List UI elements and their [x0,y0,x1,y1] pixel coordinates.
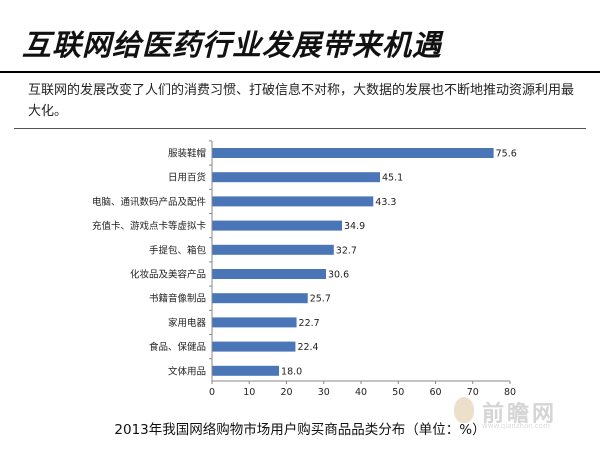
x-tick-label: 10 [243,387,255,398]
data-label: 25.7 [310,294,331,305]
data-label: 30.6 [328,270,349,281]
category-label: 食品、保健品 [149,341,206,353]
category-label: 家用电器 [168,317,207,329]
bar [212,220,343,231]
page-title: 互联网给医药行业发展带来机遇 [22,28,443,62]
data-label: 32.7 [336,245,357,256]
category-label: 书籍音像制品 [149,293,206,305]
x-tick-label: 0 [209,387,215,398]
x-tick-label: 70 [467,387,479,398]
category-label: 化妆品及美容产品 [130,269,206,281]
title-divider [0,71,600,73]
bar [212,148,494,158]
x-tick-label: 60 [429,387,441,398]
data-label: 45.1 [382,173,403,184]
x-tick-label: 20 [280,387,292,398]
intro-text: 互联网的发展改变了人们的消费习惯、打破信息不对称，大数据的发展也不断地推动资源利… [28,83,575,119]
watermark: 前瞻网 www.qianzhan.com [452,392,582,432]
category-label: 充值卡、游戏点卡等虚拟卡 [92,220,207,232]
x-tick-label: 50 [392,387,404,398]
bar [212,196,374,207]
intro-divider [14,128,586,129]
category-label: 服装鞋帽 [168,148,206,160]
bar [212,365,280,376]
data-label: 34.9 [344,221,365,232]
watermark-url: www.qianzhan.com [482,422,550,430]
data-label: 75.6 [496,149,517,160]
data-label: 22.7 [299,318,320,329]
data-label: 18.0 [281,366,302,377]
data-label: 22.4 [297,342,318,353]
x-tick-label: 30 [318,387,330,398]
x-tick-label: 80 [504,387,516,398]
bar [212,293,308,304]
category-label: 电脑、通讯数码产品及配件 [92,196,207,208]
category-label: 日用百货 [168,172,206,184]
x-tick-label: 40 [355,387,367,398]
bar [212,172,380,183]
chart-caption: 2013年我国网络购物市场用户购买商品品类分布（单位：%） [114,422,486,438]
bar [212,317,297,328]
bar [212,341,296,352]
watermark-logo-icon [454,397,474,423]
watermark-text: 前瞻网 [482,402,558,427]
data-label: 43.3 [375,197,396,208]
bar [212,244,334,255]
category-label: 手提包、箱包 [149,244,207,256]
category-label: 文体用品 [168,365,206,377]
bar [212,269,326,279]
